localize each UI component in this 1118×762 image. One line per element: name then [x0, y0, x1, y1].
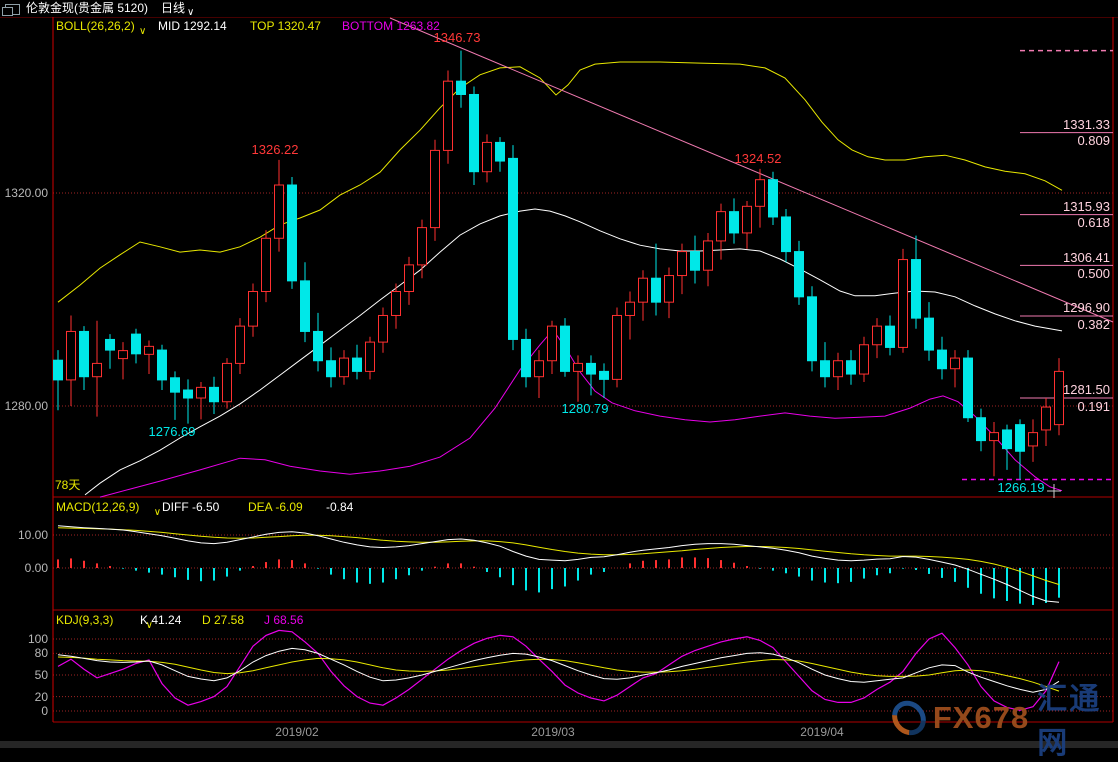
- symbol-title: 伦敦金现(贵金属 5120): [26, 1, 149, 15]
- boll-top-value: TOP 1320.47: [250, 19, 321, 33]
- price-annotation: 1326.22: [251, 142, 299, 157]
- bottom-scrollbar[interactable]: [0, 741, 1118, 748]
- visible-days-label: 78天: [55, 478, 81, 492]
- window-restore-icon[interactable]: [2, 4, 20, 16]
- price-axis-tick: 1320.00: [4, 186, 48, 200]
- price-annotation: 1324.52: [734, 151, 782, 166]
- fib-price-label: 1296.90: [1063, 300, 1110, 315]
- fib-ratio-label: 0.382: [1077, 317, 1110, 332]
- kdj-axis-tick: 100: [27, 632, 48, 646]
- price-annotation: 1280.79: [561, 401, 609, 416]
- price-annotation: 1276.69: [148, 424, 196, 439]
- chevron-down-icon[interactable]: ∨: [187, 7, 195, 18]
- chevron-down-icon[interactable]: ∨: [145, 620, 153, 631]
- date-axis-tick: 2019/03: [531, 725, 575, 739]
- kdj-k-value: K 41.24: [140, 613, 182, 627]
- period-selector[interactable]: 日线: [161, 1, 186, 15]
- price-annotation: 1266.19: [997, 480, 1045, 495]
- watermark-brand-cn: 汇通网: [1037, 683, 1102, 760]
- macd-indicator-label[interactable]: MACD(12,26,9): [56, 500, 140, 514]
- macd-dea-value: DEA -6.09: [248, 500, 303, 514]
- date-axis-tick: 2019/02: [275, 725, 319, 739]
- kdj-axis-tick: 80: [34, 646, 48, 660]
- price-annotation: 1346.73: [433, 30, 481, 45]
- fib-price-label: 1281.50: [1063, 382, 1110, 397]
- fib-ratio-label: 0.500: [1077, 266, 1110, 281]
- kdj-axis-tick: 50: [34, 668, 48, 682]
- boll-indicator-label[interactable]: BOLL(26,26,2): [56, 19, 135, 33]
- kdj-d-value: D 27.58: [202, 613, 245, 627]
- fib-price-label: 1331.33: [1063, 117, 1110, 132]
- kdj-indicator-label[interactable]: KDJ(9,3,3): [56, 613, 114, 627]
- boll-mid-value: MID 1292.14: [158, 19, 227, 33]
- fib-ratio-label: 0.809: [1077, 133, 1110, 148]
- price-axis-tick: 1280.00: [4, 399, 48, 413]
- fib-price-label: 1306.41: [1063, 250, 1110, 265]
- chevron-down-icon[interactable]: ∨: [153, 507, 162, 518]
- fib-ratio-label: 0.618: [1077, 215, 1110, 230]
- title-bar: 伦敦金现(贵金属 5120) 日线 ∨: [0, 0, 1118, 18]
- fib-ratio-label: 0.191: [1077, 399, 1110, 414]
- macd-diff-value: DIFF -6.50: [162, 500, 220, 514]
- kdj-axis-tick: 20: [34, 690, 48, 704]
- macd-axis-tick: 0.00: [24, 561, 48, 575]
- boll-bottom-value: BOTTOM 1263.82: [342, 19, 440, 33]
- date-axis-tick: 2019/04: [800, 725, 844, 739]
- macd-hist-value: -0.84: [326, 500, 354, 514]
- watermark-brand: FX678: [932, 700, 1030, 735]
- kdj-axis-tick: 0: [41, 704, 48, 718]
- fx678-logo-icon: [885, 693, 933, 743]
- macd-axis-tick: 10.00: [17, 528, 48, 542]
- kdj-j-value: J 68.56: [264, 613, 304, 627]
- fib-price-label: 1315.93: [1063, 199, 1110, 214]
- chevron-down-icon[interactable]: ∨: [139, 26, 147, 37]
- watermark: FX678 汇通网: [885, 683, 1118, 760]
